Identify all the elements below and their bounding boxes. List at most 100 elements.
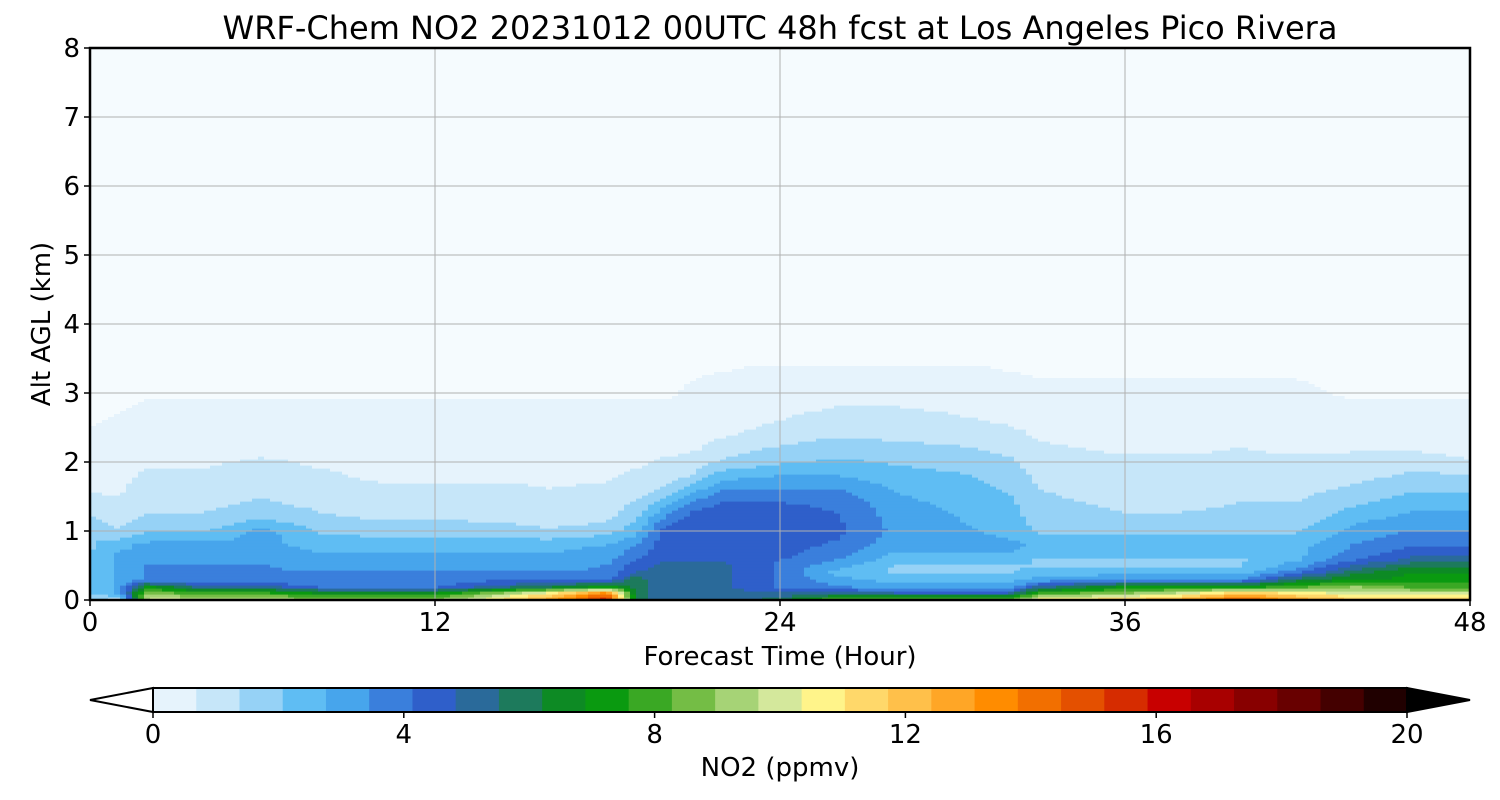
heat-cell (390, 468, 397, 472)
heat-cell (222, 465, 229, 469)
heat-cell (186, 453, 193, 457)
heat-cell (264, 567, 271, 571)
heat-cell (108, 468, 115, 472)
heat-cell (384, 555, 391, 559)
heat-cell (366, 405, 373, 409)
heat-cell (120, 522, 127, 526)
heat-cell (348, 588, 355, 592)
heat-cell (150, 552, 157, 556)
heat-cell (384, 453, 391, 457)
heat-cell (294, 504, 301, 508)
heat-cell (162, 489, 169, 493)
heat-cell (336, 549, 343, 553)
heat-cell (150, 507, 157, 511)
heat-cell (174, 546, 181, 550)
heat-cell (414, 591, 421, 595)
heat-cell (324, 477, 331, 481)
heat-cell (396, 507, 403, 511)
heat-cell (180, 531, 187, 535)
heat-cell (378, 585, 385, 589)
heat-cell (294, 444, 301, 448)
heat-cell (270, 492, 277, 496)
heat-cell (390, 432, 397, 436)
heat-cell (300, 414, 307, 418)
heat-cell (318, 408, 325, 412)
heat-cell (120, 474, 127, 478)
heat-cell (192, 546, 199, 550)
heat-cell (360, 480, 367, 484)
heat-cell (276, 399, 283, 403)
heat-cell (138, 549, 145, 553)
heat-cell (342, 498, 349, 502)
heat-cell (264, 519, 271, 523)
heat-cell (348, 591, 355, 595)
heat-cell (198, 585, 205, 589)
heat-cell (414, 426, 421, 430)
heat-cell (252, 480, 259, 484)
heat-cell (90, 591, 97, 595)
heat-cell (276, 531, 283, 535)
heat-cell (138, 510, 145, 514)
heat-cell (198, 474, 205, 478)
heat-cell (342, 543, 349, 547)
heat-cell (234, 594, 241, 598)
heat-cell (162, 498, 169, 502)
heat-cell (228, 567, 235, 571)
heat-cell (264, 516, 271, 520)
heat-cell (402, 579, 409, 583)
heat-cell (180, 465, 187, 469)
heat-cell (222, 441, 229, 445)
heat-cell (384, 540, 391, 544)
heat-cell (132, 561, 139, 565)
heat-cell (366, 585, 373, 589)
heat-cell (360, 474, 367, 478)
heat-cell (96, 513, 103, 517)
heat-cell (360, 468, 367, 472)
heat-cell (288, 471, 295, 475)
heat-cell (198, 462, 205, 466)
heat-cell (210, 534, 217, 538)
heat-cell (402, 402, 409, 406)
heat-cell (258, 426, 265, 430)
heat-cell (324, 444, 331, 448)
heat-cell (402, 552, 409, 556)
heat-cell (276, 489, 283, 493)
heat-cell (258, 531, 265, 535)
heat-cell (324, 498, 331, 502)
heat-cell (234, 465, 241, 469)
heat-cell (246, 528, 253, 532)
heat-cell (294, 588, 301, 592)
heat-cell (96, 495, 103, 499)
heat-cell (336, 483, 343, 487)
heat-cell (354, 546, 361, 550)
heat-cell (414, 525, 421, 529)
heat-cell (240, 552, 247, 556)
heat-cell (180, 459, 187, 463)
heat-cell (348, 405, 355, 409)
heat-cell (276, 579, 283, 583)
heat-cell (300, 405, 307, 409)
heat-cell (366, 504, 373, 508)
heat-cell (300, 438, 307, 442)
heat-cell (408, 534, 415, 538)
heat-cell (300, 477, 307, 481)
heat-cell (138, 438, 145, 442)
heat-cell (402, 549, 409, 553)
heat-cell (204, 471, 211, 475)
heat-cell (186, 540, 193, 544)
heat-cell (360, 540, 367, 544)
heat-cell (282, 414, 289, 418)
heat-cell (174, 591, 181, 595)
heat-cell (234, 549, 241, 553)
heat-cell (204, 591, 211, 595)
heat-cell (216, 495, 223, 499)
heat-cell (198, 399, 205, 403)
heat-cell (414, 456, 421, 460)
heat-cell (228, 450, 235, 454)
heat-cell (408, 576, 415, 580)
heat-cell (348, 579, 355, 583)
heat-cell (108, 534, 115, 538)
heat-cell (222, 525, 229, 529)
heat-cell (264, 576, 271, 580)
heat-cell (318, 441, 325, 445)
